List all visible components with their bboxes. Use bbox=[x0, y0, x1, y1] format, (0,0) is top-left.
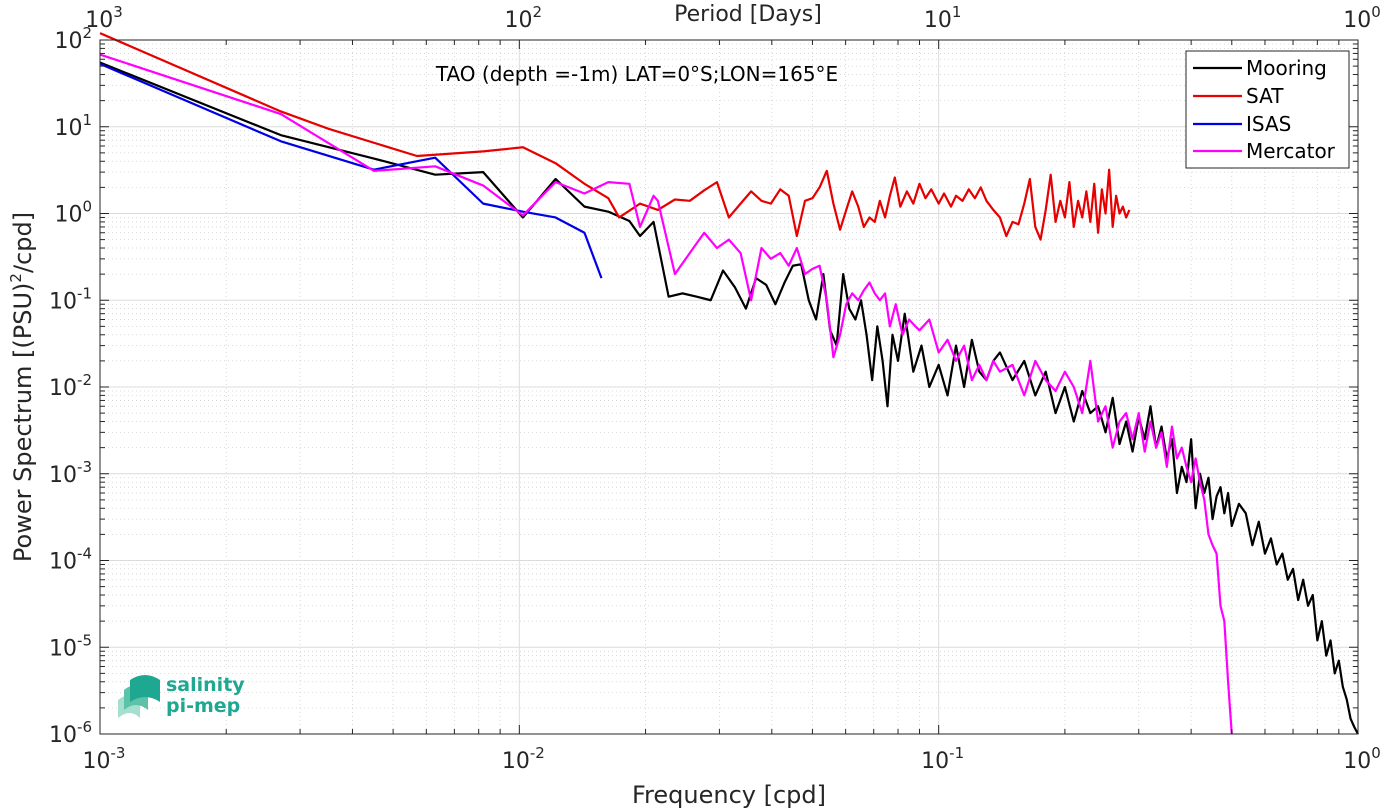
x-axis-label: Frequency [cpd] bbox=[632, 781, 826, 809]
minor-grid bbox=[100, 40, 1358, 734]
legend-label-mooring: Mooring bbox=[1246, 56, 1327, 80]
x-tick-label: 10-2 bbox=[502, 744, 545, 774]
logo-text-line2: pi-mep bbox=[166, 695, 240, 717]
y-tick-label: 100 bbox=[54, 198, 92, 228]
legend-label-isas: ISAS bbox=[1246, 112, 1291, 136]
legend: Mooring SAT ISAS Mercator bbox=[1185, 50, 1350, 169]
legend-box bbox=[1185, 50, 1350, 169]
top-period-tick-labels: 103 102 101 100 bbox=[85, 3, 1381, 33]
x-tick-label: 100 bbox=[1343, 744, 1381, 774]
legend-label-mercator: Mercator bbox=[1246, 139, 1336, 163]
top-period-tick-label: 101 bbox=[924, 3, 962, 33]
series-layer bbox=[99, 32, 1359, 735]
x-tick-labels: 10-3 10-2 10-1 100 bbox=[83, 744, 1381, 774]
y-tick-label: 10-1 bbox=[49, 284, 92, 314]
tick-marks bbox=[99, 39, 1359, 735]
y-tick-label: 101 bbox=[54, 111, 92, 141]
top-period-tick-label: 100 bbox=[1343, 3, 1381, 33]
top-period-tick-label: 103 bbox=[85, 3, 123, 33]
series-line-isas bbox=[99, 62, 603, 279]
x-tick-label: 10-3 bbox=[83, 744, 126, 774]
logo-mark-icon bbox=[118, 675, 160, 718]
x-tick-label: 10-1 bbox=[921, 744, 964, 774]
series-line-sat bbox=[99, 32, 1131, 241]
y-axis-label: Power Spectrum [(PSU)2/cpd] bbox=[7, 212, 37, 562]
y-axis-label-main: Power Spectrum [(PSU) bbox=[9, 283, 37, 562]
y-tick-label: 10-5 bbox=[49, 631, 92, 661]
top-axis-label: Period [Days] bbox=[674, 2, 822, 27]
top-period-tick-label: 102 bbox=[505, 3, 543, 33]
y-tick-label: 10-4 bbox=[49, 545, 92, 575]
y-tick-label: 10-2 bbox=[49, 371, 92, 401]
y-tick-label: 10-6 bbox=[49, 718, 92, 748]
logo-text-line1: salinity bbox=[166, 674, 245, 696]
chart-title: TAO (depth =-1m) LAT=0°S;LON=165°E bbox=[435, 62, 838, 86]
y-tick-label: 10-3 bbox=[49, 458, 92, 488]
series-line-mercator bbox=[99, 53, 1233, 735]
y-axis-label-superscript: 2 bbox=[7, 273, 25, 283]
y-axis-label-tail: /cpd] bbox=[9, 212, 37, 273]
salinity-pimep-logo: salinity pi-mep bbox=[118, 674, 245, 718]
y-tick-label: 102 bbox=[54, 24, 92, 54]
legend-label-sat: SAT bbox=[1246, 84, 1284, 108]
y-tick-labels: 102 101 100 10-1 10-2 10-3 10-4 10-5 10-6 bbox=[49, 24, 92, 748]
